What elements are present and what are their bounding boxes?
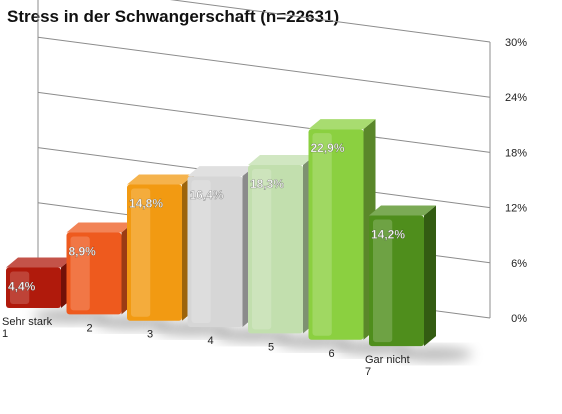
x-axis-categories: Sehr stark 1 2 3 4 5 6 Gar nicht 7 <box>2 316 410 378</box>
gridline <box>37 91 491 153</box>
bar-top-face <box>127 174 194 185</box>
bar-highlight <box>312 133 332 336</box>
bar-highlight <box>252 169 272 330</box>
category-label: Gar nicht 7 <box>365 354 410 378</box>
category-label: 4 <box>208 335 214 347</box>
bar-highlight <box>191 180 211 324</box>
category-label: 6 <box>329 348 335 360</box>
y-tick-label: 6% <box>511 258 527 270</box>
gridline <box>169 0 491 43</box>
data-label: 8,9% <box>69 244 97 258</box>
bar-top-face <box>369 205 436 216</box>
bar-side-face <box>424 205 436 347</box>
bar-top-face <box>248 155 315 166</box>
category-label: 3 <box>147 329 153 341</box>
y-tick-label: 12% <box>505 203 527 215</box>
bar-top-face <box>6 257 73 268</box>
category-label: 2 <box>87 322 93 334</box>
chart-bars: 4,4% 8,9% 14,8% 16,4% 18,3% 22,9% 14,2% <box>6 119 473 362</box>
category-label: Sehr stark 1 <box>2 316 53 340</box>
data-label: 4,4% <box>8 280 36 294</box>
bar-front-face <box>248 165 303 334</box>
bar-top-face <box>66 222 134 233</box>
bar-shadow <box>395 347 473 362</box>
bar-5: 18,3% <box>248 155 352 349</box>
y-tick-label: 30% <box>505 37 527 49</box>
bar-highlight <box>131 188 151 317</box>
data-label: 18,3% <box>250 177 284 191</box>
bar-front-face <box>187 176 243 328</box>
bar-6: 22,9% <box>308 119 412 355</box>
y-axis-ticks: 0% 6% 12% 18% 24% 30% <box>505 37 527 325</box>
y-tick-label: 24% <box>505 92 527 104</box>
y-tick-label: 0% <box>511 313 527 325</box>
bar-front-face <box>369 215 424 347</box>
gridline <box>37 36 491 98</box>
bar-7: 14,2% <box>369 205 473 362</box>
bar-front-face <box>6 267 61 308</box>
category-label: 5 <box>268 341 274 353</box>
bar-highlight <box>70 236 90 311</box>
bar-front-face <box>308 129 364 340</box>
data-label: 14,2% <box>371 227 405 241</box>
bar-highlight <box>373 219 393 343</box>
bar-top-face <box>187 166 255 177</box>
data-label: 22,9% <box>311 141 345 155</box>
bar-top-face <box>308 119 376 130</box>
bar-highlight <box>10 271 30 304</box>
chart-title: Stress in der Schwangerschaft (n=22631) <box>7 7 340 26</box>
data-label: 16,4% <box>190 188 224 202</box>
bar-front-face <box>66 232 122 315</box>
bar-front-face <box>127 184 182 321</box>
data-label: 14,8% <box>129 197 163 211</box>
y-tick-label: 18% <box>505 147 527 159</box>
